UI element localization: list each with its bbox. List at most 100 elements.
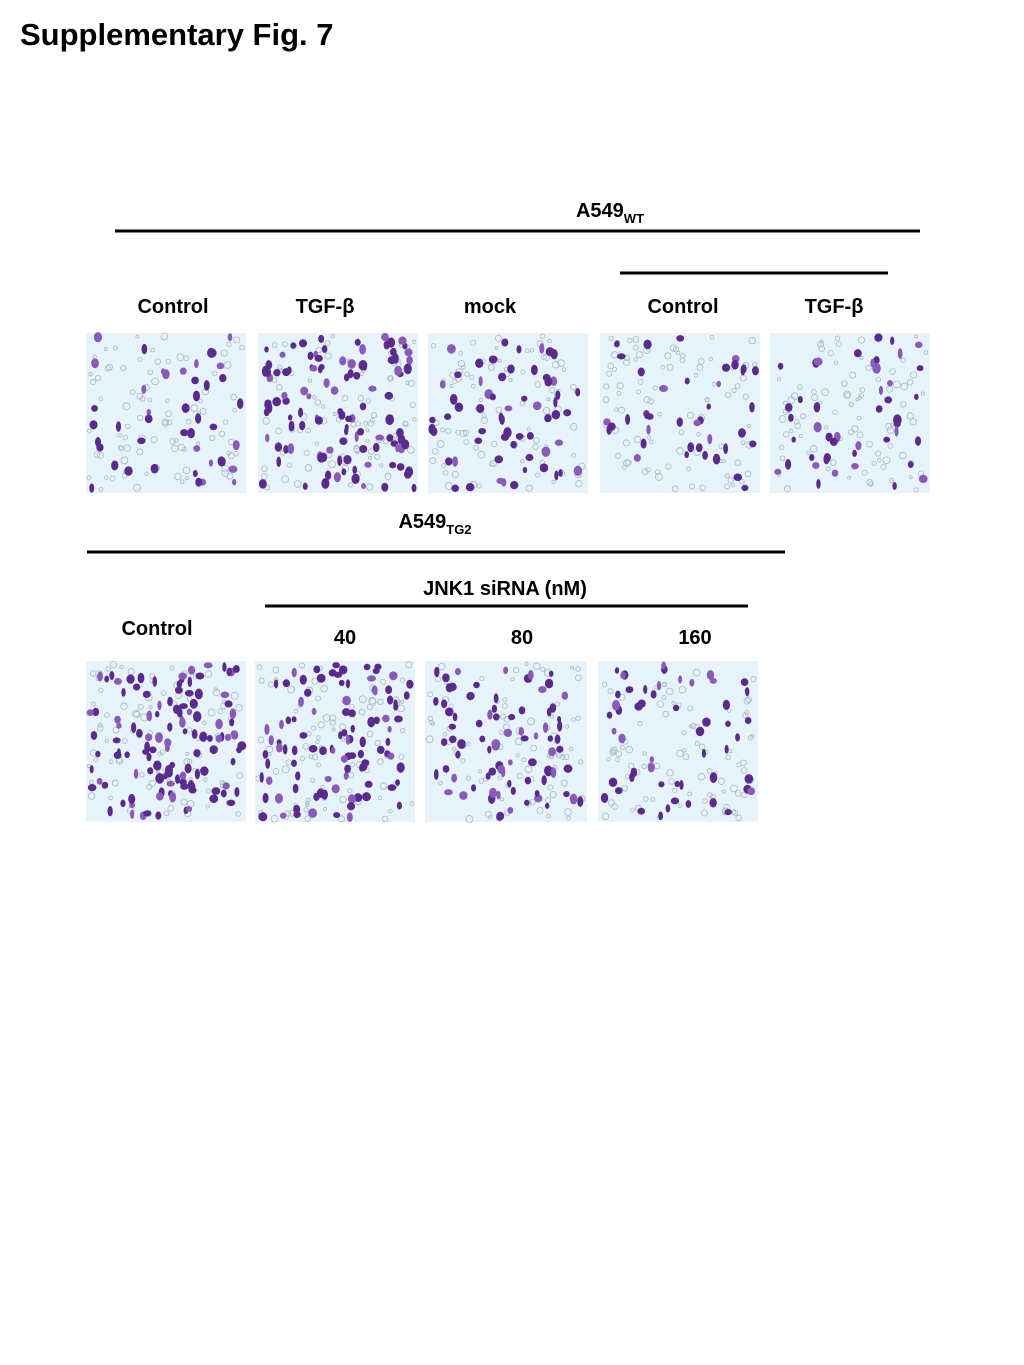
stained-cell [206,734,213,742]
stained-cell [308,744,318,753]
stained-cell [264,346,269,353]
stained-cell [544,376,553,387]
pore [742,712,749,719]
pore [190,404,199,412]
stained-cell [676,417,683,427]
pore [549,387,556,394]
pore [632,336,640,343]
stained-cell [169,761,176,769]
stained-cell [228,465,238,473]
pore [281,475,290,484]
stained-cell [166,780,175,787]
treatment-label: JNK1 siRNA (nM) [423,578,587,600]
pore [105,666,112,672]
pore [239,344,245,351]
stained-cell [878,385,884,395]
pore [491,440,498,447]
stained-cell [293,804,301,814]
stained-cell [684,451,689,459]
stained-cell [455,750,461,759]
stained-cell [350,724,355,733]
pore [309,777,316,783]
stained-cell [646,424,651,435]
pore [407,446,415,454]
pore [95,375,102,382]
pore [384,472,392,480]
stained-cell [533,732,539,740]
stained-cell [353,371,361,380]
pore [232,407,237,413]
pore [656,700,665,708]
stained-cell [503,728,513,737]
stained-cell [401,439,410,450]
pore [306,731,312,737]
pore [305,802,310,807]
column-label: 80 [511,627,533,649]
pore [366,730,374,738]
stained-cell [116,722,122,729]
stained-cell [153,760,162,771]
micrograph [425,661,587,823]
stained-cell [555,390,561,400]
stained-cell [722,699,731,711]
pore [165,410,172,418]
stained-cell [716,380,722,388]
stained-cell [685,800,692,808]
pore [810,445,818,453]
pore [88,779,94,785]
stained-cell [520,735,529,742]
stained-cell [146,408,152,416]
stained-cell [395,443,400,453]
stained-cell [553,397,558,408]
stained-cell [829,437,838,447]
stained-cell [489,393,496,401]
stained-cell [276,743,283,753]
pore [222,419,229,425]
stained-cell [92,707,100,717]
pore [618,406,625,414]
stained-cell [620,671,626,680]
stained-cell [516,345,522,354]
pore [530,744,537,752]
pore [399,677,405,683]
stained-cell [91,358,99,369]
pore [275,427,283,435]
pore [575,480,583,488]
pore [647,397,654,405]
pore [908,475,913,480]
stained-cell [137,672,145,684]
pore [187,758,193,764]
pore [205,804,210,809]
pore [219,779,225,785]
pore [341,453,346,458]
pore [154,358,162,365]
stained-cell [507,364,515,374]
stained-cell [313,665,321,674]
stained-cell [541,446,551,457]
stained-cell [133,768,139,779]
stained-cell [145,733,153,742]
stained-cell [392,353,399,364]
stained-cell [189,698,198,709]
pore [687,791,693,797]
pore [619,744,625,751]
pore [135,334,140,339]
stained-cell [306,393,312,400]
stained-cell [386,434,394,442]
stained-cell [154,732,163,743]
stained-cell [279,719,284,730]
pore [571,452,577,458]
stained-cell [707,433,713,445]
pore [611,748,617,754]
pore [109,660,117,669]
stained-cell [181,403,190,413]
stained-cell [788,413,794,422]
pore [601,681,608,688]
stained-cell [321,345,328,354]
stained-cell [354,338,361,346]
stained-cell [338,679,345,687]
stained-cell [774,468,782,475]
pore [476,483,482,489]
stained-cell [146,710,153,722]
stained-cell [541,775,547,786]
